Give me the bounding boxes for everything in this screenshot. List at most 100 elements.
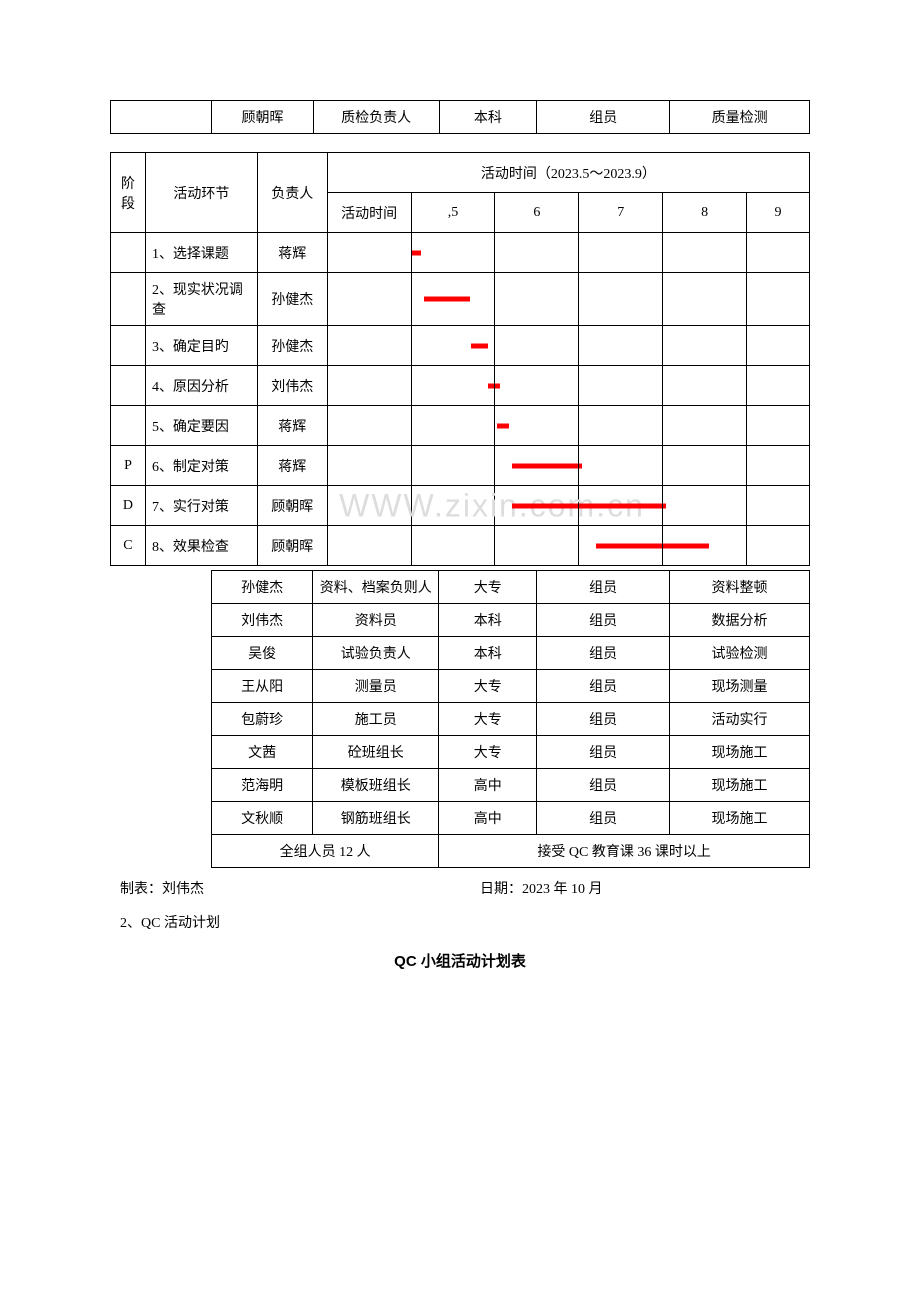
member-cell: 模板班组长	[313, 769, 439, 802]
member-cell: 组员	[537, 571, 670, 604]
gantt-bar	[579, 463, 581, 468]
gantt-header-row-1: 阶段 活动环节 负责人 活动时间（2023.5～2023.9）	[111, 153, 810, 193]
member-cell: 组员	[537, 802, 670, 835]
gantt-bar	[596, 543, 662, 548]
activity-cell: 7、实行对策	[145, 486, 257, 526]
section-number: 2、QC 活动计划	[110, 912, 810, 932]
gantt-time-cell	[663, 406, 747, 446]
gantt-row: D7、实行对策WWW.zixin.com.cn顾朝晖	[111, 486, 810, 526]
gantt-bar	[579, 503, 662, 508]
member-cell: 数据分析	[670, 604, 810, 637]
month-8: 8	[663, 193, 747, 233]
gantt-time-cell	[663, 273, 747, 326]
gantt-time-cell	[579, 233, 663, 273]
gantt-bar	[663, 503, 665, 508]
member-cell: 组员	[537, 637, 670, 670]
member-cell: 资料、档案负则人	[313, 571, 439, 604]
summary-right: 接受 QC 教育课 36 课时以上	[439, 835, 810, 868]
member-cell: 大专	[439, 703, 537, 736]
gantt-time-cell	[747, 366, 810, 406]
month-5: ,5	[411, 193, 495, 233]
gantt-time-cell	[495, 233, 579, 273]
date-label: 日期：2023 年 10 月	[450, 878, 810, 898]
person-cell: 顾朝晖	[257, 526, 327, 566]
member-cell: 文茜	[211, 736, 312, 769]
gantt-time-cell	[747, 446, 810, 486]
time-header: 活动时间（2023.5～2023.9）	[327, 153, 809, 193]
gantt-time-cell	[495, 486, 579, 526]
person-cell: 刘伟杰	[257, 366, 327, 406]
cell-position: 组员	[537, 101, 670, 134]
gantt-row: 4、原因分析刘伟杰	[111, 366, 810, 406]
member-cell: 组员	[537, 736, 670, 769]
member-cell: 测量员	[313, 670, 439, 703]
activity-cell: 1、选择课题	[145, 233, 257, 273]
stage-cell: P	[111, 446, 146, 486]
gantt-row: P6、制定对策蒋辉	[111, 446, 810, 486]
stage-cell	[111, 233, 146, 273]
stage-cell: D	[111, 486, 146, 526]
activity-header: 活动环节	[145, 153, 257, 233]
member-cell: 砼班组长	[313, 736, 439, 769]
gantt-bar	[512, 463, 578, 468]
gantt-row: 5、确定要因蒋辉	[111, 406, 810, 446]
member-cell: 现场测量	[670, 670, 810, 703]
blank-cell	[110, 670, 211, 703]
cell-role: 质检负责人	[313, 101, 439, 134]
member-cell: 大专	[439, 571, 537, 604]
summary-left: 全组人员 12 人	[211, 835, 438, 868]
blank-cell	[110, 835, 211, 868]
cell-edu: 本科	[439, 101, 537, 134]
gantt-time-cell	[327, 273, 411, 326]
blank-cell	[110, 703, 211, 736]
member-cell: 施工员	[313, 703, 439, 736]
blank-cell	[110, 736, 211, 769]
stage-cell: C	[111, 526, 146, 566]
blank-cell	[110, 604, 211, 637]
gantt-time-cell	[663, 366, 747, 406]
gantt-time-cell	[327, 486, 411, 526]
member-cell: 现场施工	[670, 736, 810, 769]
gantt-time-cell	[411, 446, 495, 486]
gantt-time-cell	[327, 366, 411, 406]
gantt-time-cell	[327, 526, 411, 566]
activity-cell: 2、现实状况调查	[145, 273, 257, 326]
gantt-row: 1、选择课题蒋辉	[111, 233, 810, 273]
stage-cell	[111, 366, 146, 406]
member-cell: 大专	[439, 670, 537, 703]
gantt-time-cell	[495, 273, 579, 326]
blank-cell	[110, 769, 211, 802]
member-cell: 组员	[537, 769, 670, 802]
gantt-time-cell	[579, 486, 663, 526]
gantt-time-cell	[579, 406, 663, 446]
month-9: 9	[747, 193, 810, 233]
person-cell: 孙健杰	[257, 273, 327, 326]
member-cell: 活动实行	[670, 703, 810, 736]
activity-cell: 6、制定对策	[145, 446, 257, 486]
member-cell: 资料员	[313, 604, 439, 637]
gantt-time-cell	[411, 326, 495, 366]
gantt-time-cell	[747, 233, 810, 273]
member-cell: 包蔚珍	[211, 703, 312, 736]
gantt-time-cell	[663, 486, 747, 526]
activity-cell: 3、确定目旳	[145, 326, 257, 366]
gantt-time-cell	[411, 526, 495, 566]
maker-label: 制表：刘伟杰	[120, 878, 450, 898]
gantt-time-cell	[579, 273, 663, 326]
cell-duty: 质量检测	[670, 101, 810, 134]
gantt-row: C8、效果检查顾朝晖	[111, 526, 810, 566]
gantt-time-cell	[495, 406, 579, 446]
table-row: 王从阳测量员大专组员现场测量	[110, 670, 810, 703]
month-6: 6	[495, 193, 579, 233]
gantt-time-cell	[663, 526, 747, 566]
table-row: 包蔚珍施工员大专组员活动实行	[110, 703, 810, 736]
gantt-time-cell	[411, 273, 495, 326]
gantt-bar	[471, 343, 488, 348]
person-header: 负责人	[257, 153, 327, 233]
member-cell: 范海明	[211, 769, 312, 802]
member-cell: 钢筋班组长	[313, 802, 439, 835]
stage-cell	[111, 406, 146, 446]
member-cell: 组员	[537, 703, 670, 736]
person-cell: 蒋辉	[257, 406, 327, 446]
member-cell: 本科	[439, 604, 537, 637]
